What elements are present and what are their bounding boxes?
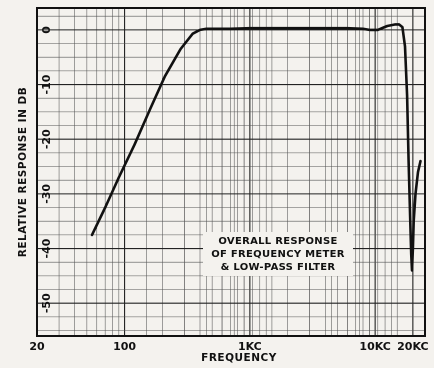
- annotation: OVERALL RESPONSE OF FREQUENCY METER & LO…: [203, 232, 353, 276]
- annotation-background: [203, 232, 353, 276]
- annotation-line-2: OF FREQUENCY METER: [211, 249, 345, 260]
- annotation-line-1: OVERALL RESPONSE: [218, 236, 337, 247]
- x-axis-title: FREQUENCY: [201, 352, 277, 364]
- x-tick-labels: 20 100 1KC 10KC 20KC: [29, 340, 428, 353]
- y-tick-labels: 0 -10 -20 -30 -40 -50: [40, 26, 53, 313]
- x-tick-label: 20: [29, 340, 45, 353]
- annotation-line-3: & LOW-PASS FILTER: [221, 262, 336, 273]
- x-tick-label: 20KC: [397, 340, 428, 353]
- x-tick-label: 100: [113, 340, 136, 353]
- response-curve-group: [90, 23, 422, 272]
- y-tick-label: -20: [40, 129, 53, 149]
- grid: [36, 8, 425, 336]
- y-tick-label: 0: [40, 26, 53, 34]
- y-tick-label: -40: [40, 238, 53, 258]
- y-axis-title: RELATIVE RESPONSE IN DB: [17, 87, 29, 257]
- y-tick-label: -10: [40, 74, 53, 94]
- y-tick-label: -30: [40, 184, 53, 204]
- x-tick-label: 1KC: [238, 340, 262, 353]
- plot-frame: [36, 7, 426, 337]
- y-tick-label: -50: [40, 293, 53, 313]
- x-tick-label: 10KC: [359, 340, 390, 353]
- response-curve: [90, 23, 422, 272]
